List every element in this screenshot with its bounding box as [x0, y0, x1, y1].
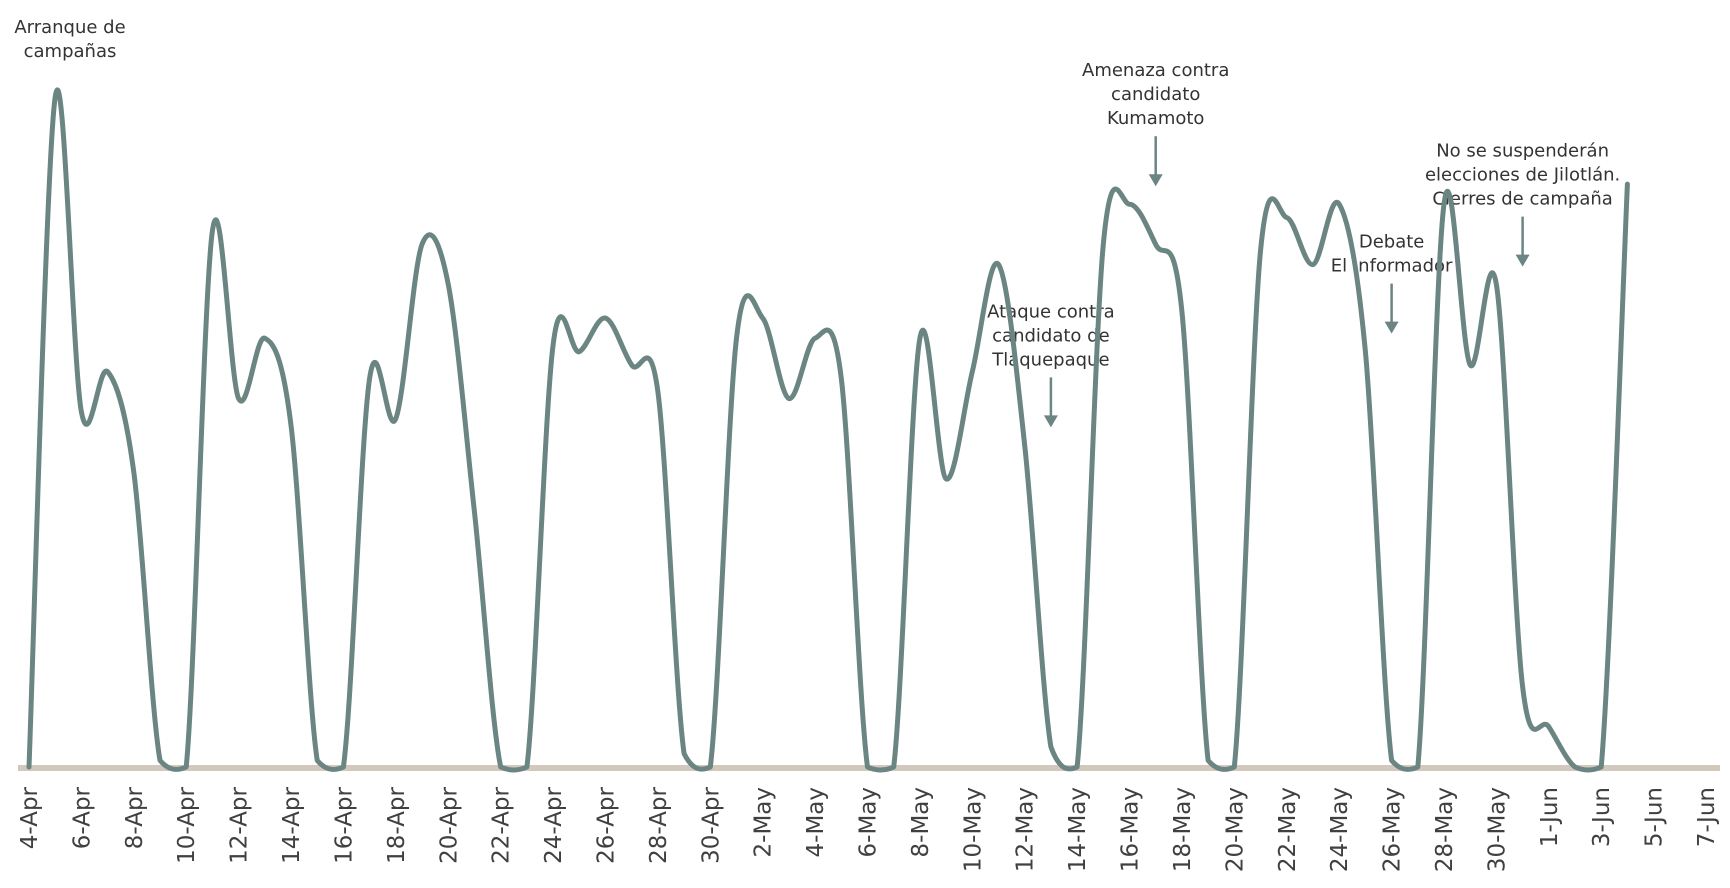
x-tick-label: 24-Apr [541, 786, 567, 863]
annotation: No se suspenderán elecciones de Jilotlán.… [1425, 141, 1620, 267]
annotation: Ataque contra candidato de Tlaquepaque [987, 301, 1115, 428]
annotation-line: Amenaza contra [1082, 60, 1229, 81]
x-tick-label: 1-Jun [1537, 787, 1563, 847]
x-tick-label: 14-May [1065, 787, 1091, 872]
annotation-line: Kumamoto [1107, 108, 1205, 129]
annotation: Arranque de campañas [14, 17, 125, 62]
annotation: Debate El Informador [1331, 232, 1453, 334]
annotation-line: elecciones de Jilotlán. [1425, 165, 1620, 186]
annotation-line: Ataque contra [987, 301, 1115, 322]
series-line [26, 87, 1630, 773]
x-tick-label: 8-May [908, 787, 934, 857]
x-tick-label: 6-May [856, 787, 882, 857]
x-tick-label: 10-Apr [174, 786, 200, 863]
annotation-line: campañas [24, 41, 117, 62]
x-tick-label: 10-May [960, 787, 986, 872]
annotation-line: El Informador [1331, 256, 1453, 277]
annotations-layer: Arranque de campañas Ataque contra candidat… [14, 17, 1620, 428]
x-tick-label: 20-May [1222, 787, 1248, 872]
x-tick-label: 16-Apr [331, 786, 357, 863]
x-tick-label: 22-Apr [489, 786, 515, 863]
x-tick-label: 12-May [1013, 787, 1039, 872]
x-tick-label: 6-Apr [69, 786, 95, 849]
annotation: Amenaza contra candidato Kumamoto [1082, 60, 1229, 187]
x-tick-label: 18-May [1170, 787, 1196, 872]
x-tick-label: 2-May [751, 787, 777, 857]
x-tick-label: 7-Jun [1694, 787, 1720, 847]
annotation-line: Cierres de campaña [1432, 189, 1612, 210]
x-tick-label: 26-May [1380, 787, 1406, 872]
x-tick-label: 8-Apr [122, 786, 148, 849]
x-tick-label: 20-Apr [436, 786, 462, 863]
x-tick-label: 12-Apr [227, 786, 253, 863]
annotation-arrow-head [1384, 321, 1399, 334]
x-tick-label: 28-May [1432, 787, 1458, 872]
x-tick-label: 22-May [1275, 787, 1301, 872]
x-tick-label: 14-Apr [279, 786, 305, 863]
x-axis-ticks: 4-Apr 6-Apr 8-Apr 10-Apr 12-Apr 14-Apr 16-Apr 1… [17, 786, 1720, 872]
x-tick-label: 28-Apr [646, 786, 672, 863]
x-tick-label: 5-Jun [1642, 787, 1668, 847]
x-tick-label: 30-May [1484, 787, 1510, 872]
x-tick-label: 4-May [803, 787, 829, 857]
x-tick-label: 24-May [1327, 787, 1353, 872]
annotation-arrow-head [1043, 415, 1058, 428]
annotation-line: candidato [1111, 84, 1200, 105]
x-tick-label: 18-Apr [384, 786, 410, 863]
annotation-line: candidato de [992, 325, 1110, 346]
x-tick-label: 4-Apr [17, 786, 43, 849]
annotation-line: Arranque de [14, 17, 125, 38]
annotation-line: Tlaquepaque [991, 349, 1109, 370]
annotation-arrow-head [1515, 254, 1530, 267]
annotation-arrow-head [1148, 174, 1163, 187]
annotation-line: No se suspenderán [1436, 141, 1609, 162]
x-tick-label: 3-Jun [1589, 787, 1615, 847]
x-tick-label: 26-Apr [594, 786, 620, 863]
annotation-line: Debate [1359, 232, 1425, 253]
x-tick-label: 30-Apr [698, 786, 724, 863]
x-tick-label: 16-May [1118, 787, 1144, 872]
